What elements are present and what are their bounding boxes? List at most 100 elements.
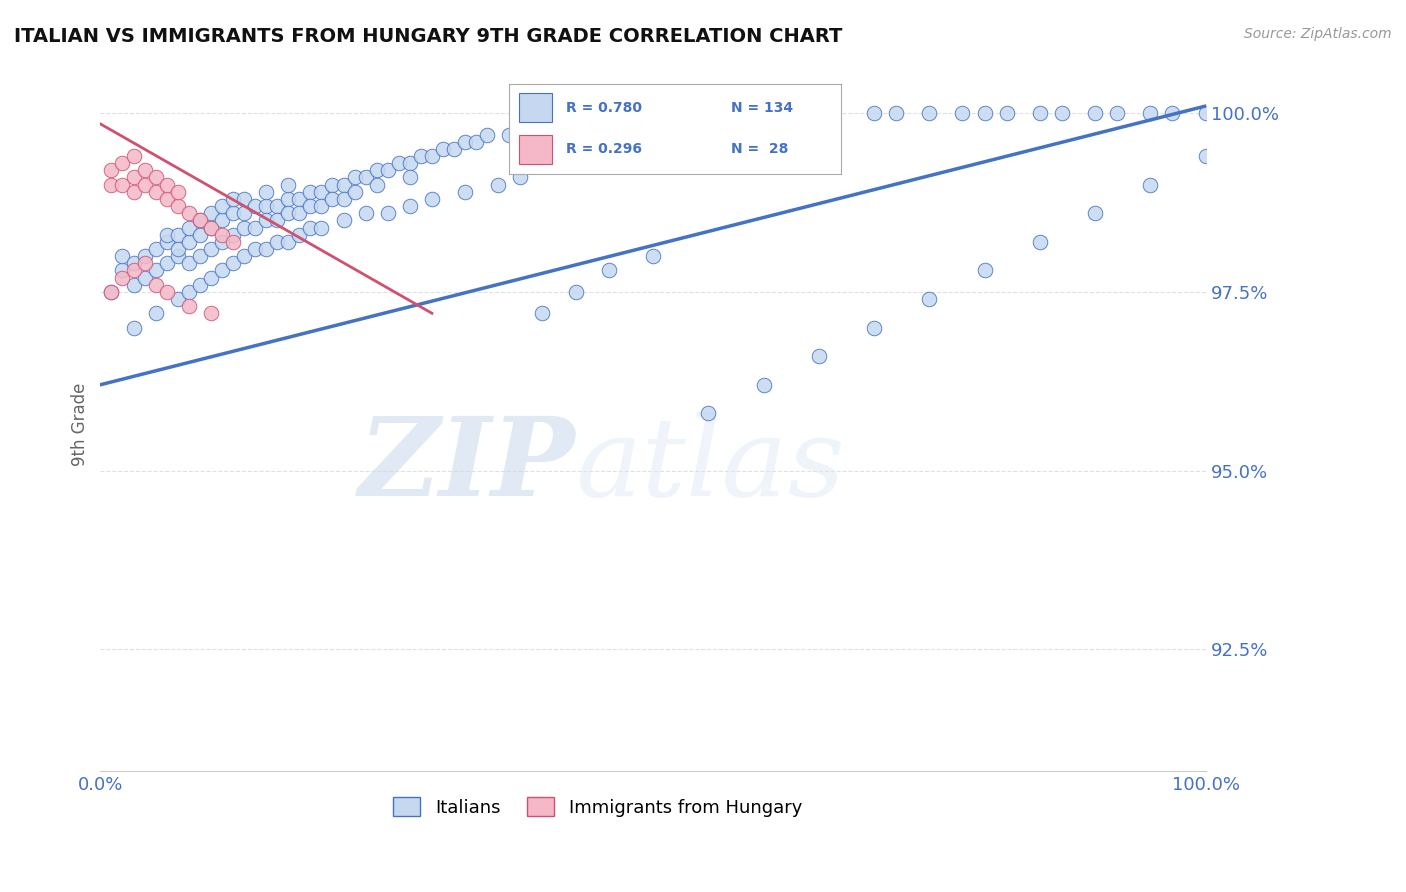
Point	[311, 199, 333, 213]
Point	[641, 113, 664, 128]
Point	[222, 256, 245, 270]
Point	[254, 199, 277, 213]
Point	[498, 128, 520, 142]
Point	[177, 285, 200, 299]
Point	[200, 220, 222, 235]
Point	[100, 285, 122, 299]
Point	[200, 270, 222, 285]
Point	[100, 285, 122, 299]
Point	[366, 163, 388, 178]
Point	[254, 185, 277, 199]
Point	[420, 149, 443, 163]
Point	[477, 128, 499, 142]
Point	[134, 270, 156, 285]
Legend: Italians, Immigrants from Hungary: Italians, Immigrants from Hungary	[387, 790, 810, 824]
Point	[509, 170, 531, 185]
Point	[243, 242, 266, 256]
Point	[332, 192, 354, 206]
Point	[332, 213, 354, 227]
Point	[177, 235, 200, 249]
Point	[222, 192, 245, 206]
Point	[321, 178, 343, 192]
Point	[188, 249, 211, 263]
Point	[156, 192, 179, 206]
Point	[200, 306, 222, 320]
Point	[243, 220, 266, 235]
Point	[1139, 178, 1161, 192]
Point	[222, 227, 245, 242]
Point	[111, 249, 134, 263]
Point	[145, 170, 167, 185]
Point	[1029, 106, 1052, 120]
Point	[377, 163, 399, 178]
Point	[254, 213, 277, 227]
Y-axis label: 9th Grade: 9th Grade	[72, 383, 89, 466]
Point	[299, 185, 322, 199]
Point	[918, 106, 941, 120]
Point	[465, 135, 488, 149]
Point	[166, 185, 188, 199]
Point	[311, 220, 333, 235]
Point	[277, 178, 299, 192]
Point	[807, 106, 830, 120]
Point	[995, 106, 1018, 120]
Point	[299, 199, 322, 213]
Point	[211, 213, 233, 227]
Point	[145, 277, 167, 292]
Point	[188, 227, 211, 242]
Point	[254, 242, 277, 256]
Point	[156, 256, 179, 270]
Point	[100, 178, 122, 192]
Point	[156, 227, 179, 242]
Point	[299, 220, 322, 235]
Point	[398, 156, 420, 170]
Point	[531, 113, 554, 128]
Point	[156, 285, 179, 299]
Point	[664, 113, 686, 128]
Point	[863, 106, 886, 120]
Point	[454, 135, 477, 149]
Point	[332, 178, 354, 192]
Point	[398, 199, 420, 213]
Point	[177, 299, 200, 313]
Point	[122, 277, 145, 292]
Point	[697, 106, 720, 120]
Point	[1029, 235, 1052, 249]
Point	[918, 292, 941, 306]
Point	[973, 263, 995, 277]
Text: ZIP: ZIP	[359, 412, 575, 519]
Point	[432, 142, 454, 156]
Point	[222, 206, 245, 220]
Text: Source: ZipAtlas.com: Source: ZipAtlas.com	[1244, 27, 1392, 41]
Point	[200, 206, 222, 220]
Point	[111, 178, 134, 192]
Point	[266, 199, 288, 213]
Point	[752, 377, 775, 392]
Point	[100, 163, 122, 178]
Point	[200, 220, 222, 235]
Point	[243, 199, 266, 213]
Point	[156, 178, 179, 192]
Point	[233, 192, 256, 206]
Point	[145, 185, 167, 199]
Point	[211, 199, 233, 213]
Point	[641, 249, 664, 263]
Point	[1050, 106, 1073, 120]
Point	[343, 185, 366, 199]
Point	[166, 249, 188, 263]
Point	[409, 149, 432, 163]
Point	[122, 185, 145, 199]
Point	[222, 235, 245, 249]
Point	[420, 192, 443, 206]
Point	[377, 206, 399, 220]
Point	[145, 263, 167, 277]
Point	[775, 106, 797, 120]
Point	[188, 277, 211, 292]
Point	[177, 206, 200, 220]
Point	[1107, 106, 1129, 120]
Point	[388, 156, 411, 170]
Point	[233, 220, 256, 235]
Point	[266, 213, 288, 227]
Point	[288, 206, 311, 220]
Point	[166, 242, 188, 256]
